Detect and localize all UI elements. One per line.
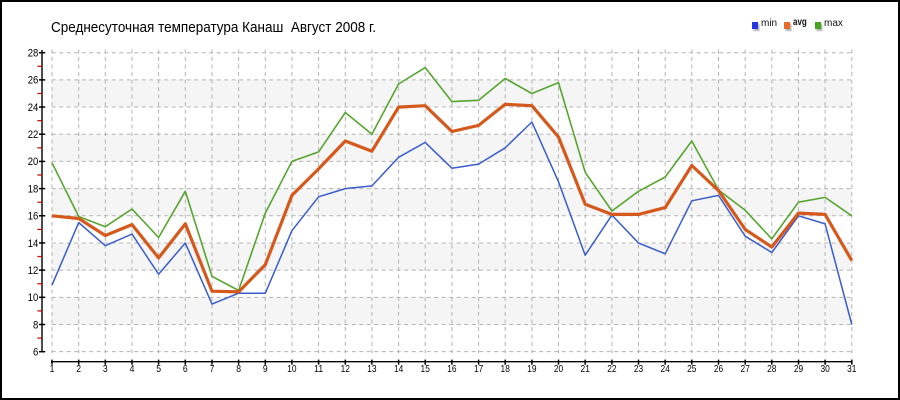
svg-text:1: 1 xyxy=(50,364,55,375)
svg-text:12: 12 xyxy=(28,265,39,277)
svg-text:30: 30 xyxy=(820,364,830,375)
svg-text:28: 28 xyxy=(28,48,39,60)
svg-text:31: 31 xyxy=(847,364,857,375)
svg-text:24: 24 xyxy=(661,364,671,375)
svg-text:26: 26 xyxy=(28,75,39,87)
svg-text:29: 29 xyxy=(794,364,804,375)
svg-text:25: 25 xyxy=(687,364,697,375)
svg-text:28: 28 xyxy=(767,364,777,375)
svg-text:16: 16 xyxy=(447,364,457,375)
svg-text:8: 8 xyxy=(236,364,241,375)
svg-text:6: 6 xyxy=(183,364,188,375)
svg-text:5: 5 xyxy=(156,364,161,375)
svg-text:21: 21 xyxy=(581,364,591,375)
svg-text:12: 12 xyxy=(341,364,351,375)
svg-text:6: 6 xyxy=(33,346,38,358)
svg-text:9: 9 xyxy=(263,364,268,375)
svg-text:19: 19 xyxy=(527,364,537,375)
svg-text:20: 20 xyxy=(28,156,39,168)
svg-text:26: 26 xyxy=(714,364,724,375)
svg-text:11: 11 xyxy=(314,364,324,375)
svg-text:22: 22 xyxy=(607,364,617,375)
svg-text:24: 24 xyxy=(28,102,39,114)
svg-text:10: 10 xyxy=(287,364,297,375)
svg-text:14: 14 xyxy=(394,364,404,375)
svg-text:16: 16 xyxy=(28,211,39,223)
svg-text:10: 10 xyxy=(28,292,39,304)
svg-text:18: 18 xyxy=(28,183,39,195)
svg-text:15: 15 xyxy=(421,364,431,375)
svg-text:27: 27 xyxy=(741,364,751,375)
svg-text:17: 17 xyxy=(474,364,484,375)
svg-text:2: 2 xyxy=(76,364,81,375)
svg-text:13: 13 xyxy=(367,364,377,375)
svg-text:3: 3 xyxy=(103,364,108,375)
svg-text:22: 22 xyxy=(28,129,39,141)
svg-text:4: 4 xyxy=(130,364,135,375)
svg-text:8: 8 xyxy=(33,319,38,331)
svg-text:7: 7 xyxy=(210,364,215,375)
svg-text:23: 23 xyxy=(634,364,644,375)
svg-text:20: 20 xyxy=(554,364,564,375)
svg-text:18: 18 xyxy=(501,364,511,375)
svg-text:14: 14 xyxy=(28,238,39,250)
